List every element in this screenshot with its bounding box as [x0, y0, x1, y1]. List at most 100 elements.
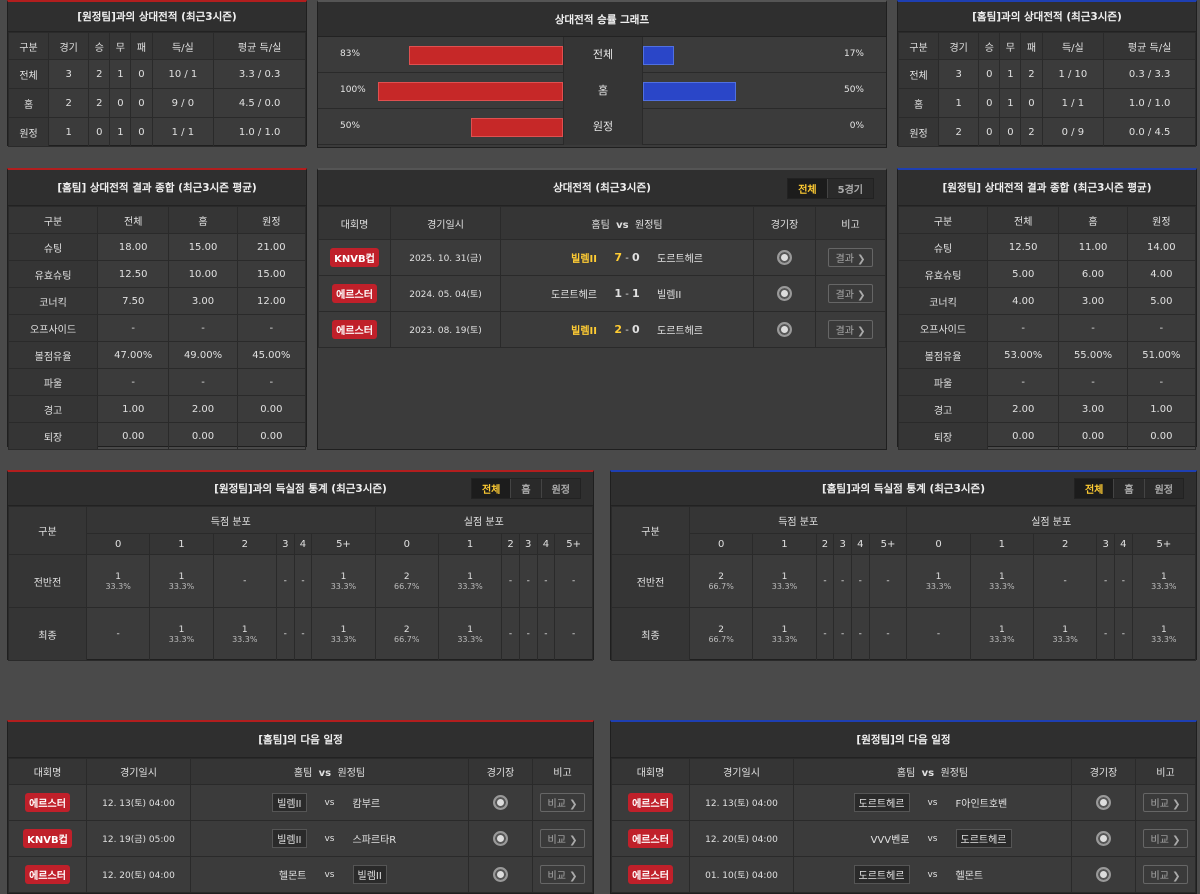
home-score: 2 [614, 323, 622, 336]
match-date: 12. 13(토) 04:00 [689, 784, 794, 821]
row-label: 홈 [897, 88, 940, 118]
result-button[interactable]: 결과 ❯ [827, 248, 874, 267]
score-cell: 빌렘II 2 - 0 도르트헤르 [500, 311, 754, 348]
goal-count-header: 1 [752, 533, 817, 555]
column-header: 홈 [1058, 206, 1128, 234]
stat-cell: 3.00 [1058, 395, 1128, 423]
stat-cell: - [236, 368, 307, 396]
row-label: 퇴장 [7, 422, 99, 450]
column-header: 구분 [897, 32, 940, 60]
count: - [1121, 576, 1125, 586]
header-row: 0 1 2 3 4 5+ 0 1 2 3 4 5+ [612, 533, 1197, 555]
stadium-icon[interactable] [777, 286, 792, 301]
result-button[interactable]: 결과 ❯ [827, 320, 874, 339]
stadium-icon[interactable] [493, 795, 508, 810]
goal-count-header: 5+ [311, 533, 376, 555]
note-cell: 비교 ❯ [1135, 784, 1196, 821]
goal-count-header: 3 [1096, 533, 1115, 555]
stat-cell: 0.0 / 4.5 [1103, 117, 1196, 147]
stat-cell: 1 [999, 88, 1022, 118]
distribution-cell: - [554, 607, 593, 661]
home-team: 빌렘II [272, 829, 307, 848]
count: 1 [1160, 624, 1167, 635]
row-label: 오프사이드 [897, 314, 989, 342]
count: - [841, 629, 845, 639]
count: 1 [340, 571, 347, 582]
compare-button[interactable]: 비교 ❯ [539, 829, 586, 848]
venue-cell [1071, 856, 1136, 893]
away-win-bar [643, 46, 675, 65]
note-cell: 비교 ❯ [532, 784, 593, 821]
home-team: 헬몬트 [278, 871, 307, 882]
count: - [841, 576, 845, 586]
stat-cell: - [97, 368, 170, 396]
distribution-cell: - [815, 607, 835, 661]
match-date: 2025. 10. 31(금) [390, 239, 501, 276]
table-row: 코너킥 7.50 3.00 12.00 [7, 287, 307, 315]
compare-button[interactable]: 비교 ❯ [1142, 829, 1189, 848]
tab-all[interactable]: 전체 [788, 179, 828, 198]
stat-cell: 6.00 [1058, 260, 1128, 288]
table-row: 경고 1.00 2.00 0.00 [7, 395, 307, 423]
tab-home[interactable]: 홈 [511, 479, 542, 498]
tab-away[interactable]: 원정 [1154, 485, 1173, 496]
stadium-icon[interactable] [1096, 831, 1111, 846]
chevron-right-icon: ❯ [569, 835, 578, 846]
column-header: 무 [999, 32, 1022, 60]
matches-title-text: 상대전적 (최근3시즌) [553, 182, 651, 194]
stadium-icon[interactable] [493, 831, 508, 846]
stadium-icon[interactable] [1096, 795, 1111, 810]
competition-badge: KNVB컵 [23, 829, 72, 848]
header-row: 0 1 2 3 4 5+ 0 1 2 3 4 5+ [9, 533, 593, 555]
tab-away[interactable]: 원정 [551, 485, 570, 496]
goal-count-header: 2 [212, 533, 277, 555]
column-header: 구분 [611, 506, 690, 555]
stat-cell: - [987, 314, 1060, 342]
tab-all[interactable]: 전체 [1074, 479, 1115, 498]
competition-cell: 에르스터 [8, 856, 87, 893]
row-label: 전체 [7, 59, 50, 89]
distribution-cell: - [293, 607, 313, 661]
venue-cell [1071, 820, 1136, 857]
stat-cell: 47.00% [97, 341, 170, 369]
goal-count-header: 0 [85, 533, 151, 555]
stat-cell: 0.00 [1126, 422, 1197, 450]
stadium-icon[interactable] [777, 322, 792, 337]
right-percent: 0% [849, 121, 864, 131]
goal-count-header: 4 [536, 533, 556, 555]
result-button-label: 결과 [835, 290, 854, 301]
away-team: 스파르타R [352, 835, 397, 846]
stat-cell: 12.00 [236, 287, 307, 315]
count: - [301, 629, 305, 639]
stat-cell: 4.00 [1126, 260, 1197, 288]
column-header: 평균 득/실 [1103, 32, 1196, 60]
tab-home[interactable]: 홈 [1114, 479, 1145, 498]
tab-all[interactable]: 전체 [471, 479, 512, 498]
result-button[interactable]: 결과 ❯ [827, 284, 874, 303]
compare-button[interactable]: 비교 ❯ [539, 865, 586, 884]
competition-cell: KNVB컵 [8, 820, 87, 857]
stat-cell: 1.0 / 1.0 [213, 117, 306, 147]
compare-button[interactable]: 비교 ❯ [1142, 793, 1189, 812]
graph-row-label: 원정 [563, 109, 643, 145]
row-label: 원정 [7, 117, 50, 147]
distribution-cell: - [536, 607, 556, 661]
left-percent: 100% [340, 85, 366, 95]
match-date: 12. 19(금) 05:00 [86, 820, 191, 857]
compare-button[interactable]: 비교 ❯ [539, 793, 586, 812]
tab-5games[interactable]: 5경기 [837, 185, 863, 196]
competition-badge: 에르스터 [628, 793, 673, 812]
compare-button[interactable]: 비교 ❯ [1142, 865, 1189, 884]
distribution-cell: - [275, 607, 295, 661]
distribution-cell: - [868, 607, 908, 661]
away-team: F아인트호벤 [955, 799, 1008, 810]
goal-count-header: 3 [275, 533, 295, 555]
column-header: 패 [130, 32, 153, 60]
schedule-row: 에르스터 12. 20(토) 04:00 헬몬트 vs 빌렘II 비교 ❯ [8, 856, 593, 893]
stadium-icon[interactable] [777, 250, 792, 265]
column-header: 경기장 [1071, 758, 1136, 785]
stat-cell: 2 [1020, 59, 1043, 89]
stadium-icon[interactable] [493, 867, 508, 882]
stadium-icon[interactable] [1096, 867, 1111, 882]
